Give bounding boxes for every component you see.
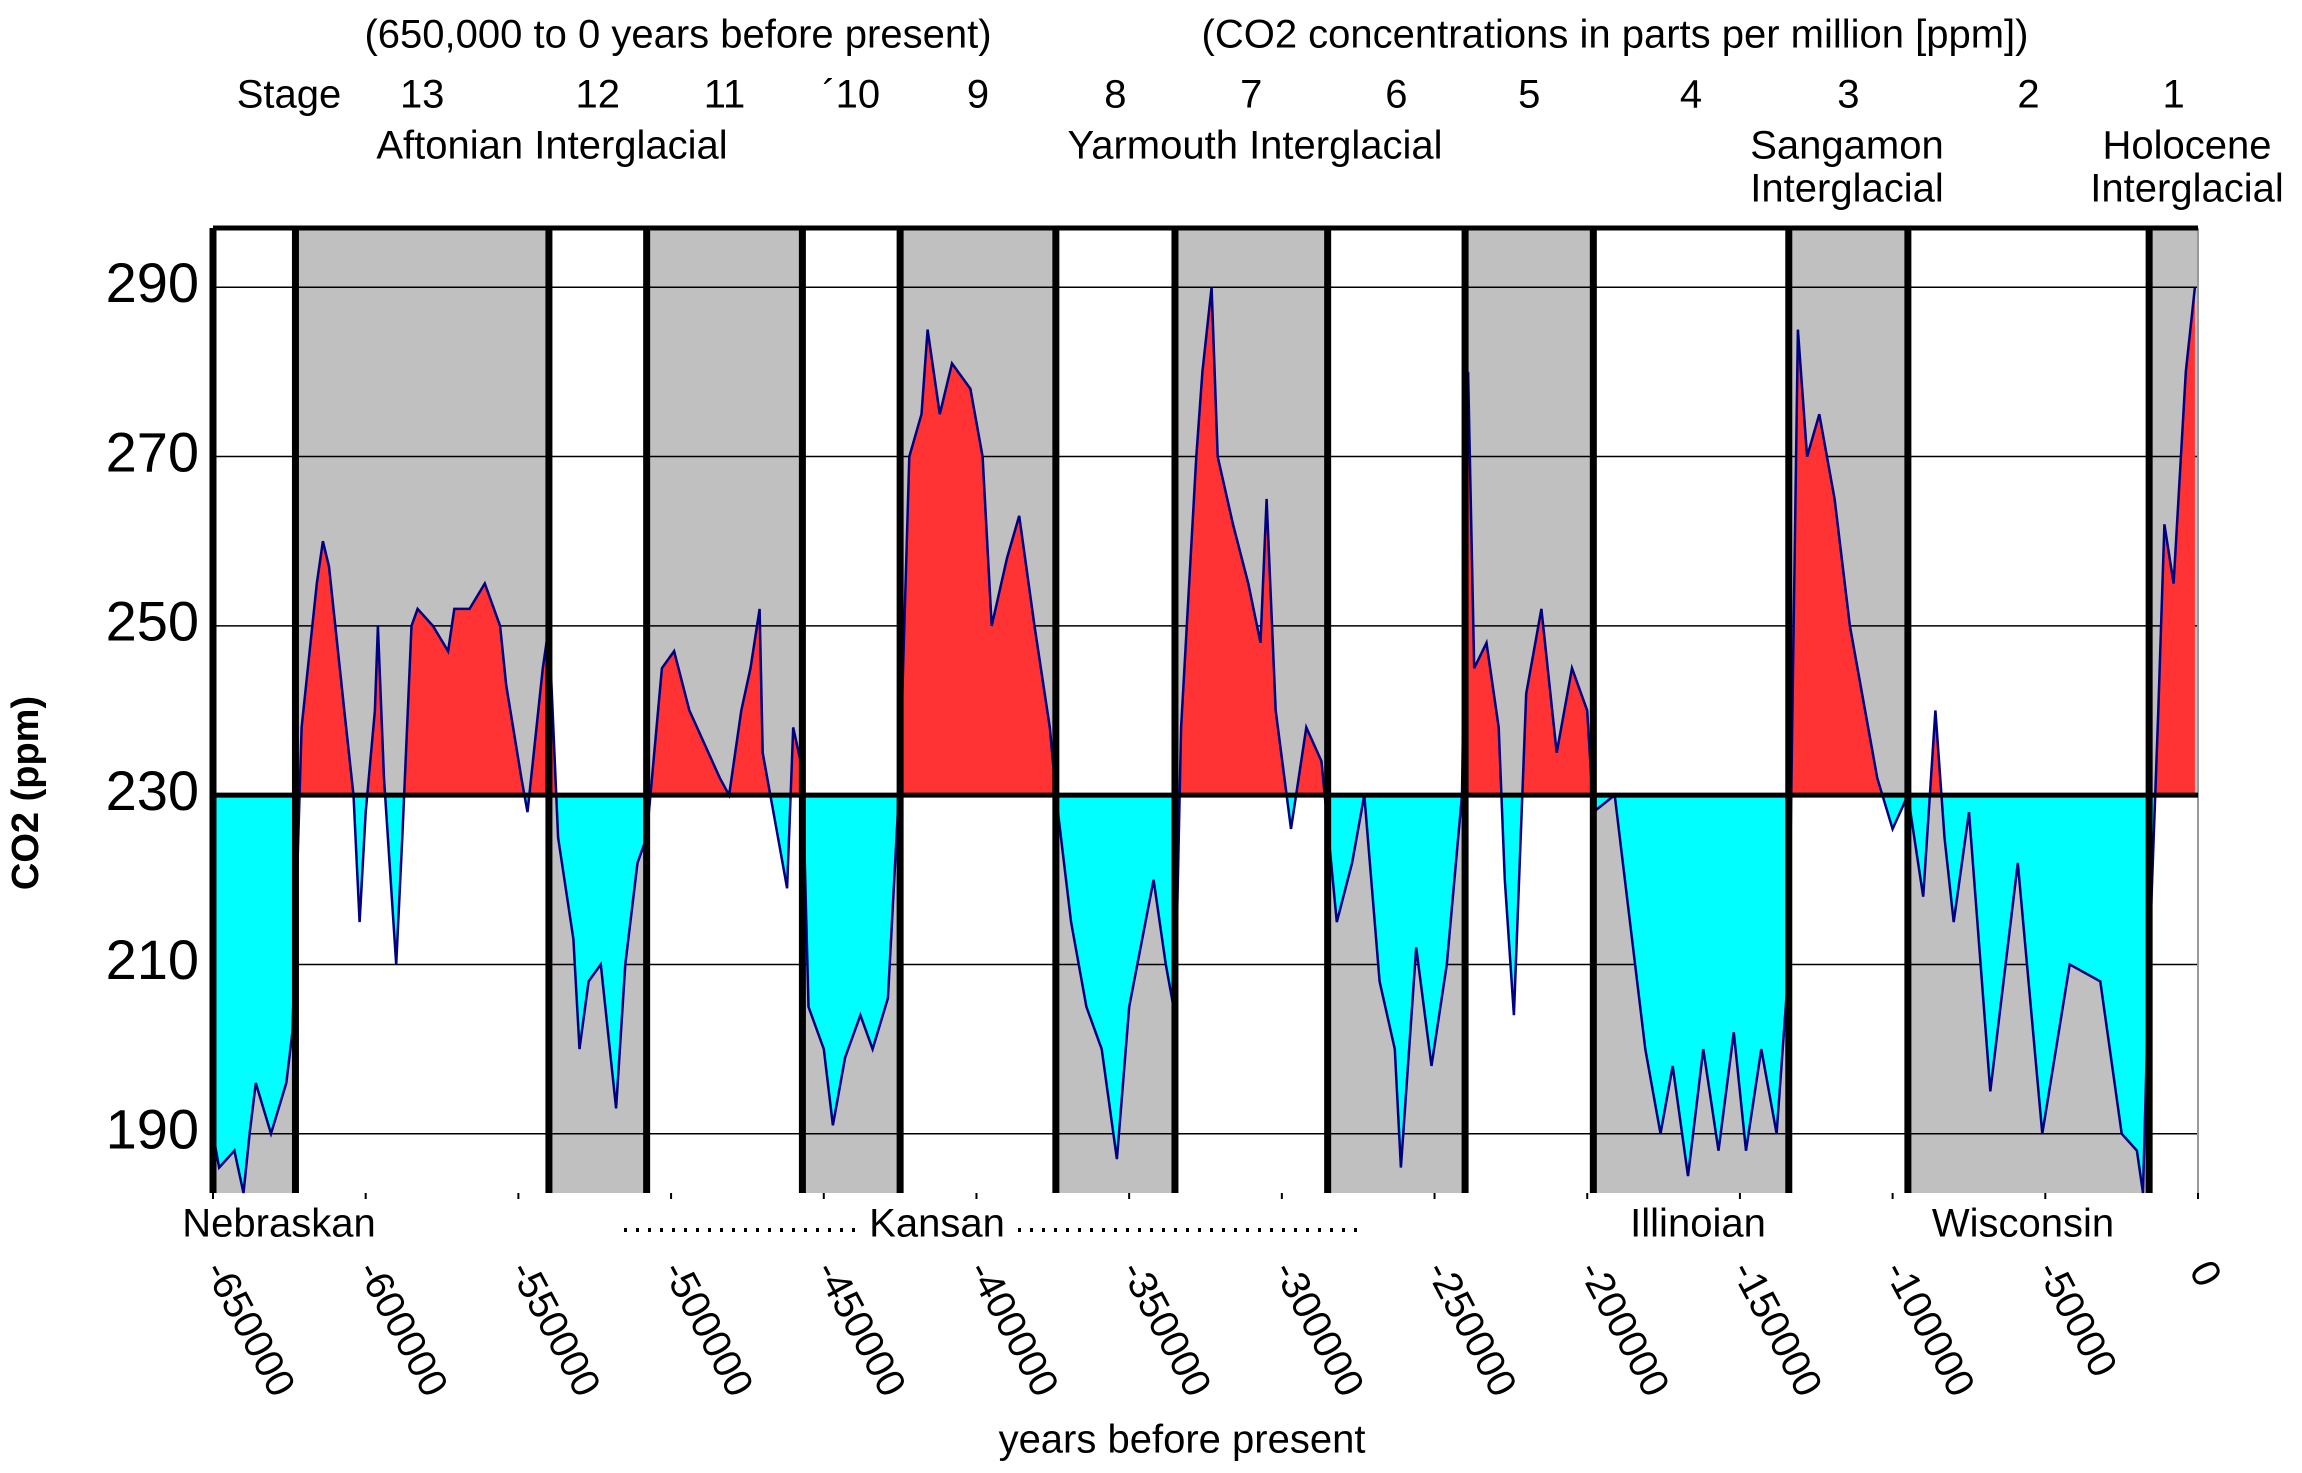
y-tick-label: 270 [106,420,199,483]
x-tick-label: -350000 [1112,1254,1220,1404]
x-tick-label: -100000 [1875,1254,1983,1404]
x-tick-label: -650000 [196,1254,304,1404]
stage-number: 1 [2162,73,2184,117]
x-tick-label: -600000 [348,1254,456,1404]
y-tick-label: 250 [106,590,199,653]
co2-line [211,287,2197,1194]
glacial-label: Kansan [869,1202,1005,1246]
interglacial-label: Interglacial [2090,167,2283,211]
stage-number: 4 [1680,73,1702,117]
stage-number: 12 [576,73,621,117]
x-tick-label: -400000 [959,1254,1067,1404]
stage-number: 6 [1385,73,1407,117]
interglacial-label: Yarmouth Interglacial [1068,124,1443,168]
labels: (650,000 to 0 years before present) (CO2… [5,13,2284,1462]
y-tick-label: 190 [106,1098,199,1161]
stage-number: ´10 [822,73,880,117]
chart-title: (650,000 to 0 years before present) [364,13,991,57]
y-tick-label: 290 [106,251,199,314]
area-above [213,287,2195,796]
area-below [213,795,2156,1193]
glacial-label: Nebraskan [182,1202,375,1246]
stage-number: 7 [1240,73,1262,117]
glacial-label: Illinoian [1630,1202,1766,1246]
stage-number: 9 [967,73,989,117]
stage-number: 5 [1518,73,1540,117]
stage-number: 8 [1104,73,1126,117]
x-tick-label: -200000 [1570,1254,1678,1404]
interglacial-label: Holocene [2102,124,2271,168]
x-axis-label: years before present [999,1418,1366,1462]
x-tick-label: -250000 [1417,1254,1525,1404]
stage-number: 3 [1837,73,1859,117]
interglacial-label: Interglacial [1750,167,1943,211]
x-tick-label: -150000 [1723,1254,1831,1404]
x-tick-label: -450000 [806,1254,914,1404]
chart-subtitle: (CO2 concentrations in parts per million… [1202,13,2029,57]
x-tick-label: -300000 [1265,1254,1373,1404]
x-tick-label: -550000 [501,1254,609,1404]
y-tick-label: 230 [106,759,199,822]
x-tick-label: -50000 [2028,1254,2125,1385]
stage-label: Stage [237,73,342,117]
stage-number: 11 [704,73,746,117]
interglacial-label: Sangamon [1750,124,1943,168]
x-tick-label: -500000 [654,1254,762,1404]
areas [211,287,2197,1194]
y-tick-label: 210 [106,928,199,991]
y-axis-label: CO2 (ppm) [5,696,47,890]
period-lines [209,225,2199,1193]
glacial-label: Wisconsin [1932,1202,2114,1246]
stage-number: 2 [2017,73,2039,117]
interglacial-label: Aftonian Interglacial [376,124,727,168]
x-tick-label: 0 [2181,1254,2230,1294]
stage-number: 13 [400,73,445,117]
